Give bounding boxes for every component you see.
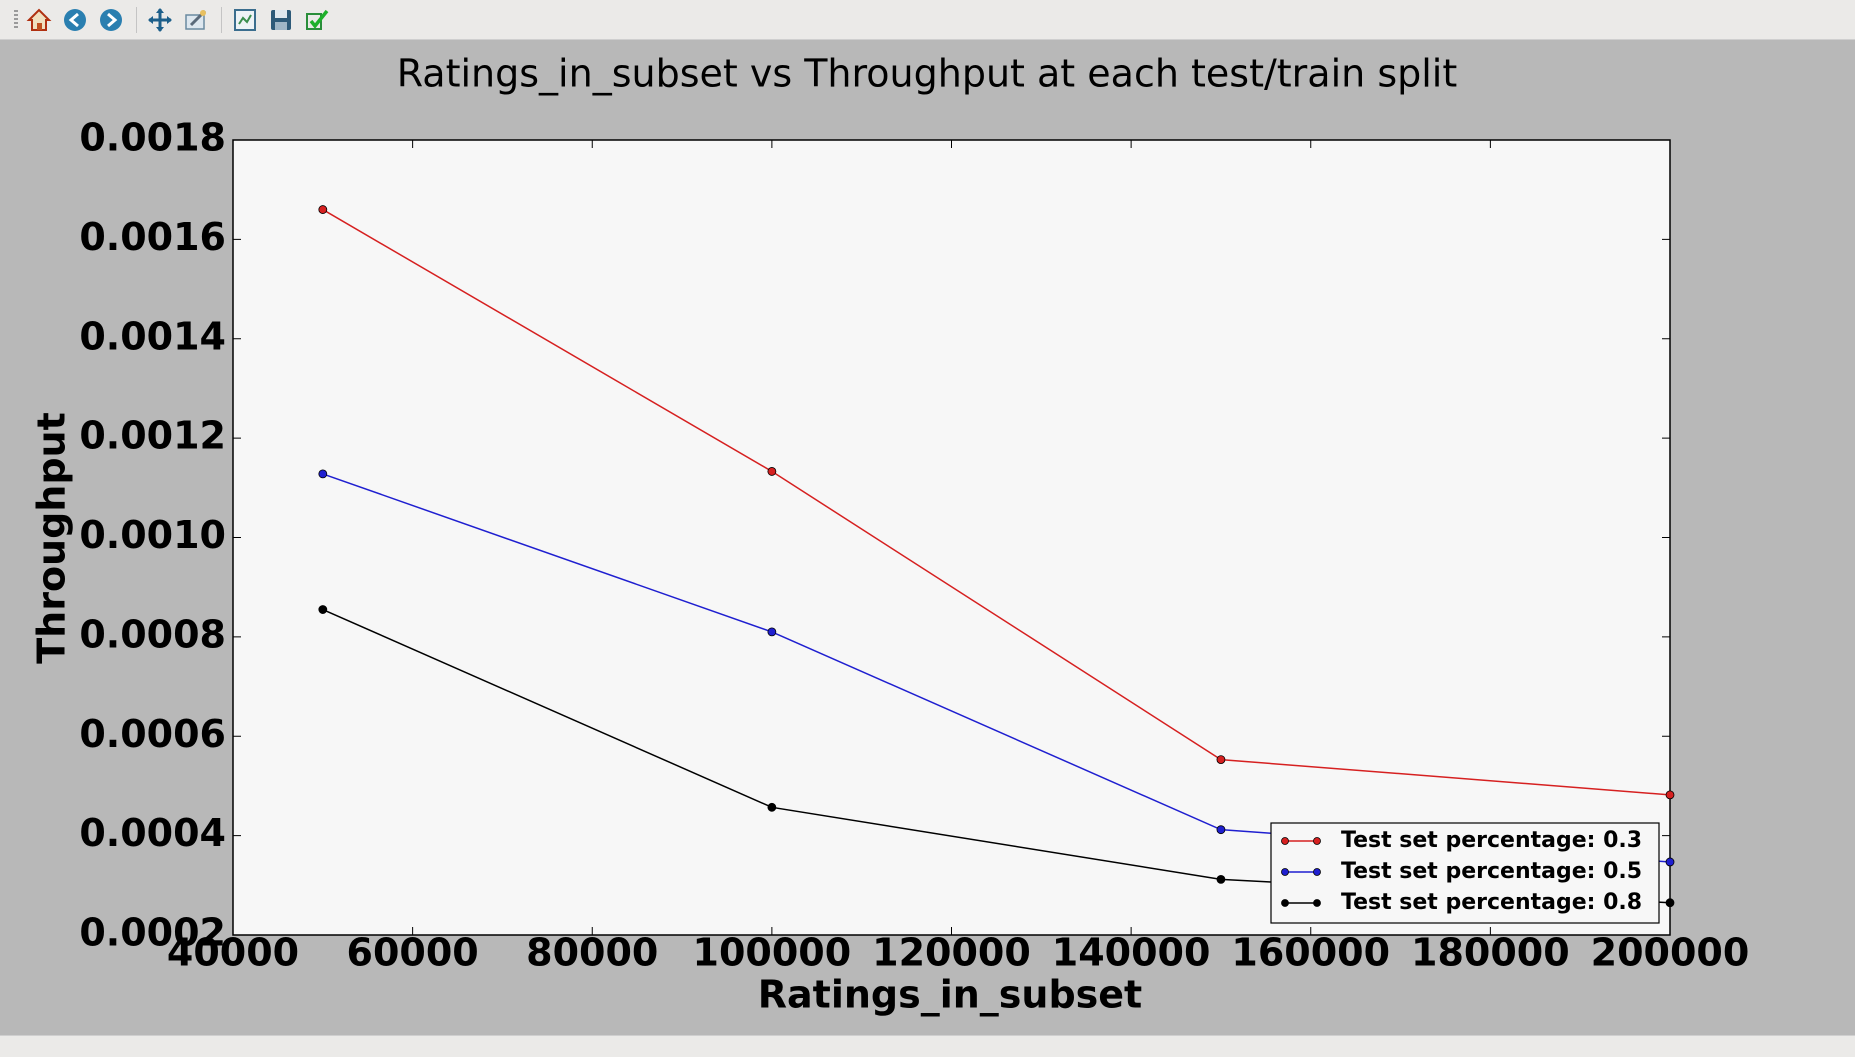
y-tick-label: 0.0008 <box>79 612 226 656</box>
legend-marker <box>1281 868 1289 876</box>
series-line-1 <box>322 208 1671 796</box>
plot-area <box>232 139 1671 936</box>
data-point <box>1665 857 1675 867</box>
legend-entry-label: Test set percentage: 0.3 <box>1341 828 1642 853</box>
x-tick-label: 80000 <box>526 931 658 975</box>
configure-subplots-icon[interactable] <box>230 5 260 35</box>
forward-arrow-icon[interactable] <box>96 5 126 35</box>
legend-marker <box>1313 899 1321 907</box>
toolbar <box>0 0 1855 40</box>
data-point <box>318 205 328 214</box>
y-tick-label: 0.0010 <box>79 513 226 557</box>
toolbar-grip[interactable] <box>14 9 18 30</box>
data-point <box>1665 790 1675 800</box>
data-point <box>767 802 777 812</box>
x-tick-label: 140000 <box>1052 931 1211 975</box>
y-tick-label: 0.0002 <box>79 911 226 955</box>
x-axis-label: Ratings_in_subset <box>758 973 1142 1017</box>
y-tick-label: 0.0014 <box>79 314 226 358</box>
x-tick-label: 60000 <box>347 931 479 975</box>
legend-marker <box>1313 837 1321 845</box>
toolbar-separator <box>136 6 137 33</box>
toolbar-separator <box>221 6 222 33</box>
y-tick-label: 0.0012 <box>79 414 226 458</box>
y-tick-label: 0.0006 <box>79 712 226 756</box>
edit-parameters-icon[interactable] <box>302 5 332 35</box>
x-tick-label: 200000 <box>1591 931 1750 975</box>
data-point <box>318 605 328 614</box>
legend-marker <box>1281 837 1289 845</box>
y-tick-label: 0.0004 <box>79 811 226 855</box>
pan-icon[interactable] <box>145 5 175 35</box>
x-tick-label: 40000 <box>167 931 299 975</box>
data-point <box>767 627 777 637</box>
y-tick-label: 0.0016 <box>79 215 226 259</box>
legend-box <box>1270 822 1660 924</box>
chart-title: Ratings_in_subset vs Throughput at each … <box>397 52 1458 96</box>
x-tick-label: 120000 <box>872 931 1031 975</box>
legend-marker <box>1313 868 1321 876</box>
legend: Test set percentage: 0.3 Test set percent… <box>1270 822 1660 924</box>
data-point <box>1216 874 1226 884</box>
axis-ticks: 40000 60000 80000 100000 120000 140000 160000 1… <box>79 116 1749 975</box>
data-point <box>1216 755 1226 765</box>
data-point <box>318 469 328 479</box>
x-tick-label: 180000 <box>1411 931 1570 975</box>
legend-entry-label: Test set percentage: 0.5 <box>1341 859 1642 884</box>
zoom-icon[interactable] <box>181 5 211 35</box>
data-point <box>1665 898 1675 908</box>
y-axis-label: Throughput <box>30 412 74 664</box>
legend-marker <box>1281 899 1289 907</box>
save-icon[interactable] <box>266 5 296 35</box>
data-point <box>1216 825 1226 835</box>
y-tick-label: 0.0018 <box>79 116 226 160</box>
back-arrow-icon[interactable] <box>60 5 90 35</box>
home-icon[interactable] <box>24 5 54 35</box>
status-bar <box>0 1035 1855 1057</box>
data-point <box>767 467 777 476</box>
x-tick-label: 160000 <box>1231 931 1390 975</box>
figure-canvas[interactable]: Ratings_in_subset vs Throughput at each … <box>0 40 1855 1035</box>
legend-entry-label: Test set percentage: 0.8 <box>1341 890 1642 915</box>
x-tick-label: 100000 <box>693 931 852 975</box>
